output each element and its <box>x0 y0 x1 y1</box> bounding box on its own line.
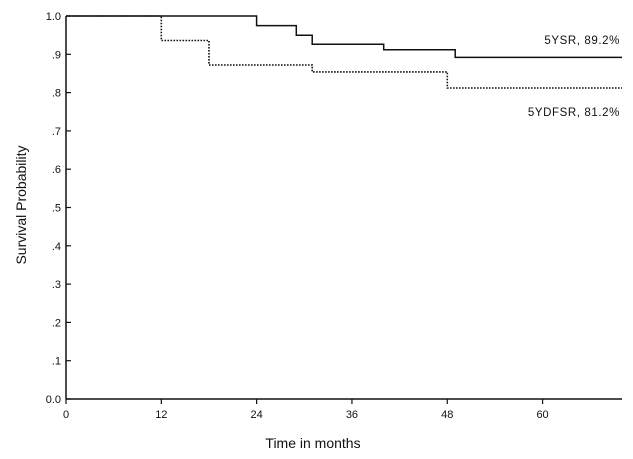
y-tick-label: .9 <box>52 49 61 61</box>
x-tick-label: 60 <box>536 409 548 421</box>
x-tick-label: 12 <box>155 409 167 421</box>
x-axis-title: Time in months <box>265 435 360 451</box>
y-tick-label: 1.0 <box>46 11 61 23</box>
series-line-5ydfsr <box>66 15 622 89</box>
x-axis-ticks: 0 12 24 36 48 60 <box>63 399 549 421</box>
x-tick-label: 36 <box>346 409 358 421</box>
y-tick-label: .2 <box>52 317 61 329</box>
series-label-5ysr: 5YSR, 89.2% <box>544 35 620 47</box>
y-axis-ticks: 0.0 .1 .2 .3 .4 .5 .6 .7 .8 .9 1.0 <box>46 11 71 406</box>
x-tick-label: 48 <box>441 409 453 421</box>
y-tick-label: .3 <box>52 279 61 291</box>
y-tick-label: 0.0 <box>46 394 61 406</box>
x-tick-label: 24 <box>251 409 263 421</box>
y-tick-label: .1 <box>52 356 61 368</box>
series-label-5ydfsr: 5YDFSR, 81.2% <box>528 107 620 119</box>
y-tick-label: .6 <box>52 164 61 176</box>
plot-area: 0 12 24 36 48 60 0.0 .1 .2 .3 .4 .5 .6 .7 .8 .9 1.0 <box>46 11 622 421</box>
y-tick-label: .5 <box>52 203 61 215</box>
y-axis-title: Survival Probability <box>13 145 29 264</box>
y-tick-label: .7 <box>52 126 61 138</box>
y-tick-label: .8 <box>52 88 61 100</box>
x-tick-label: 0 <box>63 409 69 421</box>
series-line-5ysr <box>66 15 622 59</box>
series-layer <box>66 15 622 89</box>
y-tick-label: .4 <box>52 241 61 253</box>
